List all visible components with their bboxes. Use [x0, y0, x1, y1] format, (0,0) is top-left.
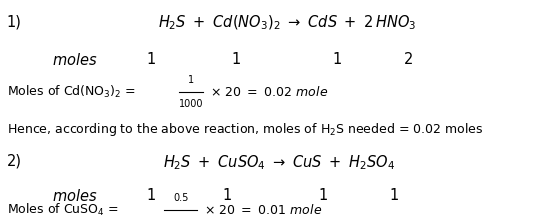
Text: $\mathit{moles}$: $\mathit{moles}$ [52, 188, 98, 204]
Text: 0.5: 0.5 [173, 193, 189, 203]
Text: 1: 1 [146, 52, 155, 67]
Text: Hence, according to the above reaction, moles of H$_2$S needed = 0.02 moles: Hence, according to the above reaction, … [7, 121, 483, 138]
Text: 1): 1) [7, 14, 21, 29]
Text: 1: 1 [146, 188, 155, 203]
Text: 1: 1 [319, 188, 328, 203]
Text: 1: 1 [223, 188, 232, 203]
Text: $\times\ 20\ =\ 0.02\ \mathit{mole}$: $\times\ 20\ =\ 0.02\ \mathit{mole}$ [210, 85, 328, 99]
Text: 1: 1 [333, 52, 341, 67]
Text: 2): 2) [7, 153, 21, 168]
Text: $\times\ 20\ =\ 0.01\ \mathit{mole}$: $\times\ 20\ =\ 0.01\ \mathit{mole}$ [204, 203, 322, 216]
Text: 2: 2 [403, 52, 413, 67]
Text: 1: 1 [390, 188, 399, 203]
Text: $\mathit{H_2S\ +\ CuSO_4\ \rightarrow\ CuS\ +\ H_2SO_4}$: $\mathit{H_2S\ +\ CuSO_4\ \rightarrow\ C… [163, 153, 396, 172]
Text: Moles of Cd(NO$_3$)$_2$ =: Moles of Cd(NO$_3$)$_2$ = [7, 84, 135, 100]
Text: 1000: 1000 [179, 99, 203, 109]
Text: 1: 1 [187, 75, 194, 85]
Text: 1: 1 [231, 52, 240, 67]
Text: $\mathit{moles}$: $\mathit{moles}$ [52, 52, 98, 68]
Text: $\mathit{H_2S\ +\ Cd(NO_3)_2\ \rightarrow\ CdS\ +\ 2\,HNO_3}$: $\mathit{H_2S\ +\ Cd(NO_3)_2\ \rightarro… [158, 14, 417, 32]
Text: Moles of CuSO$_4$ =: Moles of CuSO$_4$ = [7, 202, 118, 216]
